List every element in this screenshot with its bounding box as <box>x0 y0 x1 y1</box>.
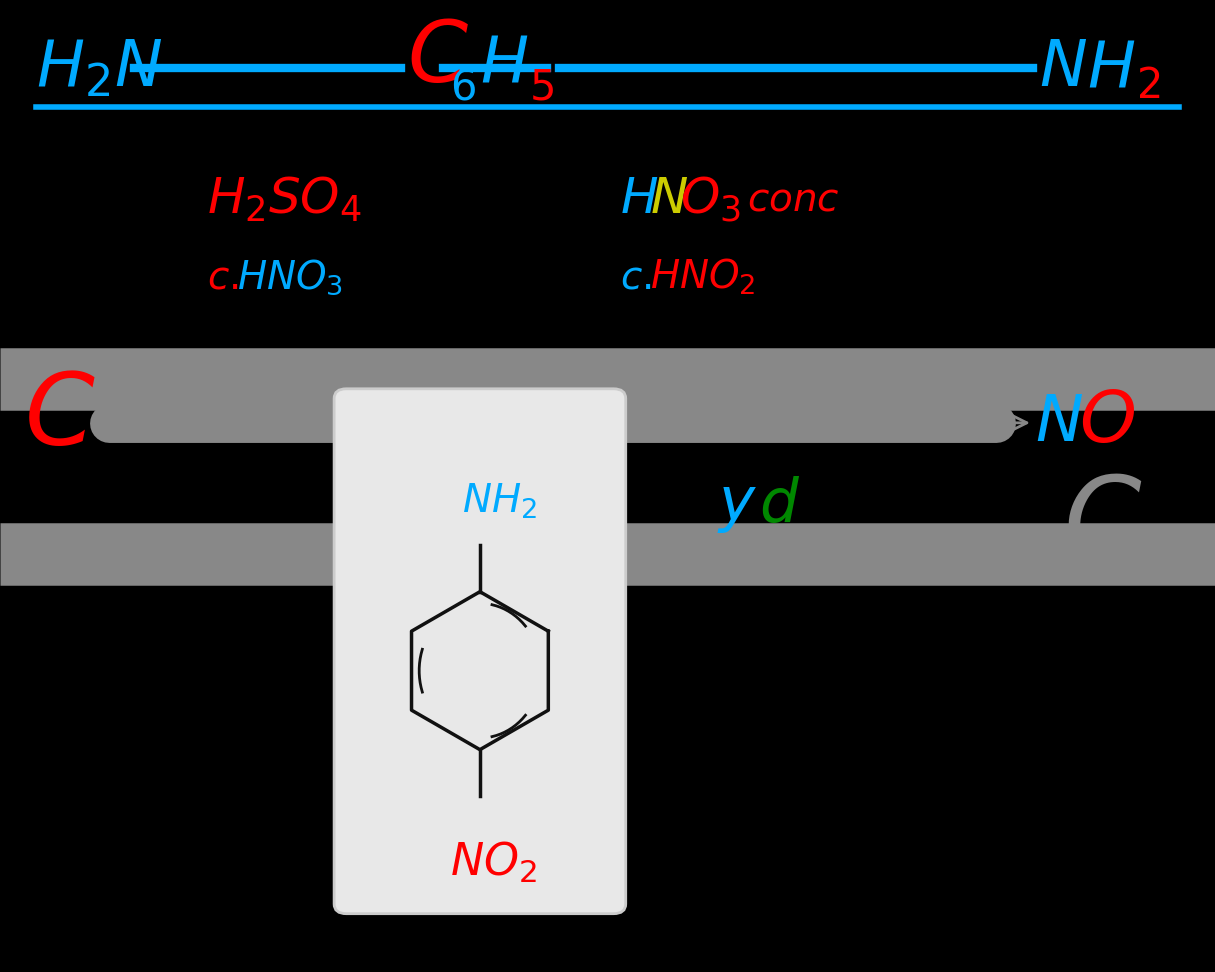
Text: $\mathit{y}$: $\mathit{y}$ <box>717 476 757 535</box>
Text: $\mathit{6}$: $\mathit{6}$ <box>450 66 475 109</box>
Text: $\mathit{5}$: $\mathit{5}$ <box>529 66 553 109</box>
Text: $\mathit{N}$: $\mathit{N}$ <box>1035 392 1084 454</box>
Text: $\mathit{c.}$: $\mathit{c.}$ <box>207 258 238 296</box>
Text: $\mathit{2}$: $\mathit{2}$ <box>1136 64 1160 107</box>
FancyBboxPatch shape <box>334 389 626 914</box>
Text: $\mathit{conc}$: $\mathit{conc}$ <box>747 180 840 219</box>
Text: $\mathit{HNO_2}$: $\mathit{HNO_2}$ <box>650 257 756 297</box>
Text: $\mathit{c.}$: $\mathit{c.}$ <box>620 258 651 296</box>
Text: $\mathit{HNO_3}$: $\mathit{HNO_3}$ <box>237 258 343 296</box>
Text: $\mathit{H}$: $\mathit{H}$ <box>620 175 657 224</box>
Text: $\mathit{C}$: $\mathit{C}$ <box>1063 471 1142 578</box>
Text: $NO_2$: $NO_2$ <box>450 840 537 885</box>
Text: $NH_2$: $NH_2$ <box>462 481 537 521</box>
Text: $\mathit{O_3}$: $\mathit{O_3}$ <box>680 175 741 224</box>
Text: $\mathit{H}$: $\mathit{H}$ <box>1087 37 1136 99</box>
Text: $\mathit{O}$: $\mathit{O}$ <box>1079 389 1135 457</box>
Text: $\mathit{H_2N}$: $\mathit{H_2N}$ <box>36 37 163 99</box>
Text: $\mathit{N}$: $\mathit{N}$ <box>1039 37 1087 99</box>
Text: $\mathit{N}$: $\mathit{N}$ <box>650 175 688 224</box>
Text: $\mathit{C}$: $\mathit{C}$ <box>407 17 469 100</box>
Text: $\mathit{H}$: $\mathit{H}$ <box>480 32 529 94</box>
Text: $\mathit{C}$: $\mathit{C}$ <box>24 369 96 467</box>
Text: $\mathit{d}$: $\mathit{d}$ <box>759 476 801 535</box>
Text: $\mathit{H_2SO_4}$: $\mathit{H_2SO_4}$ <box>207 175 361 224</box>
